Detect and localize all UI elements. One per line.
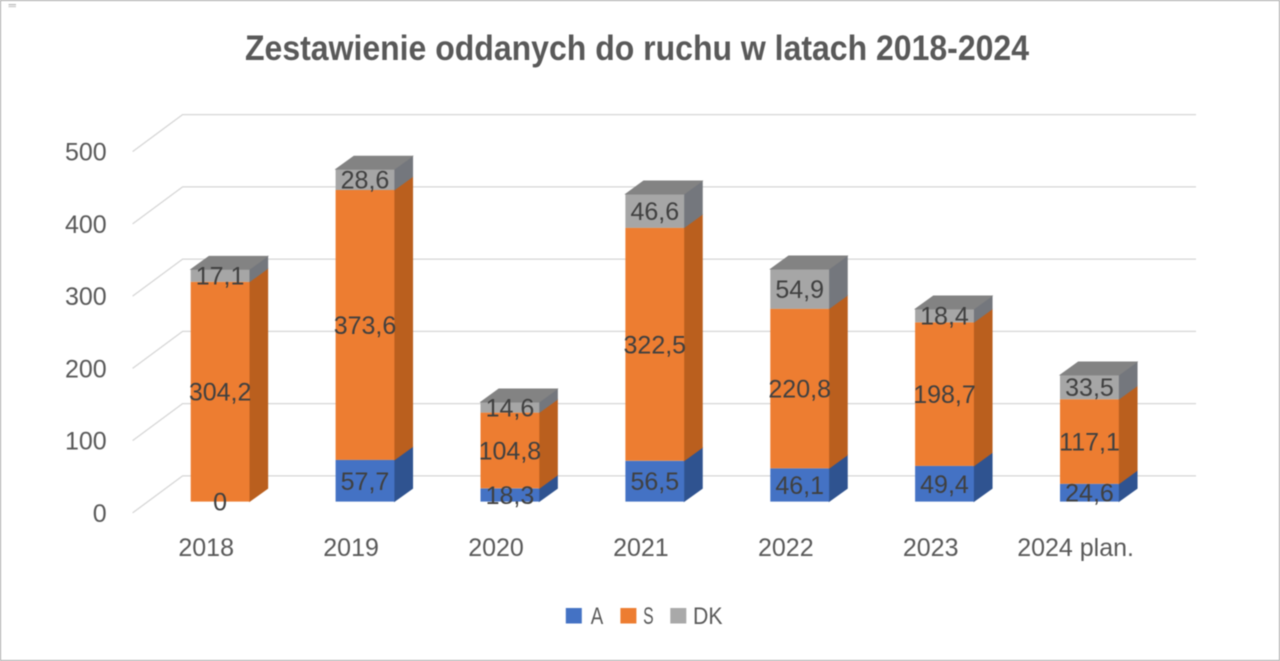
svg-text:2019: 2019 bbox=[323, 534, 379, 562]
svg-text:400: 400 bbox=[65, 211, 107, 239]
svg-text:33,5: 33,5 bbox=[1065, 374, 1114, 402]
svg-text:46,1: 46,1 bbox=[775, 472, 824, 500]
svg-text:14,6: 14,6 bbox=[486, 394, 535, 422]
svg-text:18,4: 18,4 bbox=[920, 303, 969, 331]
svg-text:104,8: 104,8 bbox=[479, 438, 542, 466]
svg-text:DK: DK bbox=[693, 603, 723, 630]
svg-text:46,6: 46,6 bbox=[630, 198, 679, 226]
svg-text:49,4: 49,4 bbox=[920, 471, 969, 499]
svg-text:117,1: 117,1 bbox=[1059, 429, 1120, 457]
svg-text:18,3: 18,3 bbox=[486, 482, 535, 510]
svg-text:500: 500 bbox=[65, 139, 107, 167]
svg-text:100: 100 bbox=[65, 428, 107, 456]
svg-text:2023: 2023 bbox=[903, 534, 959, 562]
svg-text:373,6: 373,6 bbox=[334, 312, 397, 340]
svg-text:300: 300 bbox=[65, 283, 107, 311]
svg-text:Zestawienie oddanych do ruchu: Zestawienie oddanych do ruchu w latach 2… bbox=[245, 29, 1029, 68]
svg-text:2018: 2018 bbox=[178, 534, 234, 562]
svg-text:54,9: 54,9 bbox=[775, 276, 824, 304]
svg-text:198,7: 198,7 bbox=[913, 381, 976, 409]
svg-text:200: 200 bbox=[65, 355, 107, 383]
svg-text:2021: 2021 bbox=[613, 534, 669, 562]
svg-text:0: 0 bbox=[213, 489, 227, 517]
svg-text:28,6: 28,6 bbox=[341, 167, 390, 195]
svg-text:2020: 2020 bbox=[468, 534, 524, 562]
svg-text:24,6: 24,6 bbox=[1065, 480, 1114, 508]
svg-text:322,5: 322,5 bbox=[624, 331, 687, 359]
svg-text:S: S bbox=[643, 603, 654, 630]
svg-text:220,8: 220,8 bbox=[768, 376, 831, 404]
svg-text:0: 0 bbox=[93, 500, 107, 528]
svg-text:17,1: 17,1 bbox=[196, 263, 245, 291]
svg-text:A: A bbox=[591, 603, 604, 630]
svg-text:304,2: 304,2 bbox=[189, 379, 252, 407]
svg-text:2022: 2022 bbox=[758, 534, 814, 562]
svg-text:56,5: 56,5 bbox=[630, 468, 679, 496]
svg-text:57,7: 57,7 bbox=[341, 468, 390, 496]
svg-text:2024 plan.: 2024 plan. bbox=[1017, 534, 1134, 562]
